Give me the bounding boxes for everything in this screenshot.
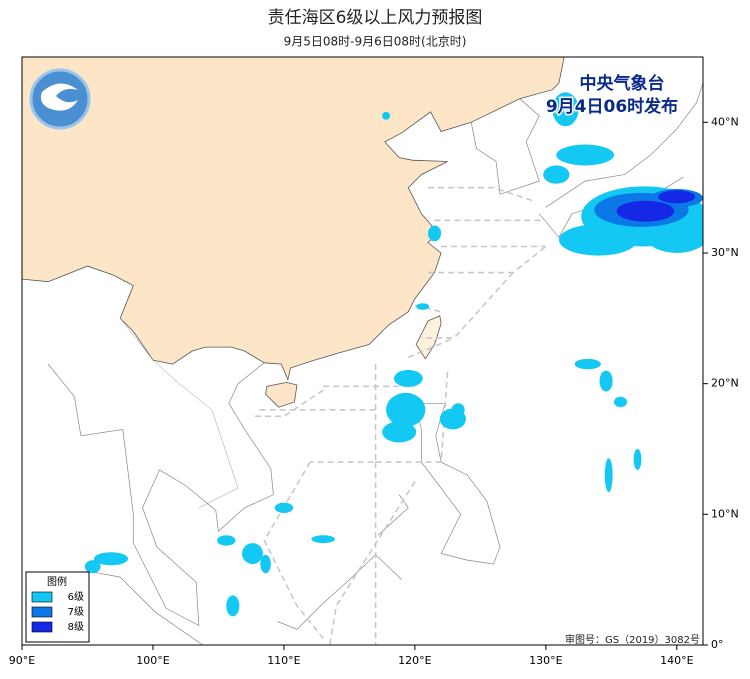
wind-zone: [416, 303, 430, 310]
wind-zone: [217, 535, 236, 546]
coastline: [277, 554, 403, 630]
wind-zone: [552, 92, 579, 127]
coastline: [91, 571, 203, 645]
map-layers: [22, 57, 703, 645]
subtitle: 9月5日08时-9月6日08时(北京时): [284, 35, 467, 49]
coastline: [47, 362, 274, 626]
sea-area-boundary: [310, 364, 377, 463]
legend-title: 图例: [47, 575, 67, 588]
wind-zone: [382, 111, 391, 120]
wind-zone: [613, 396, 628, 408]
legend-label: 6级: [68, 591, 84, 603]
wind-zone: [556, 144, 614, 166]
wind-zone: [658, 190, 696, 204]
sea-area-boundary: [375, 370, 449, 463]
wind-zone: [242, 543, 263, 564]
legend-swatch: [31, 591, 53, 603]
wind-zone: [427, 225, 442, 242]
lat-tick-label: 30°N: [711, 246, 739, 259]
lon-tick-label: 140°E: [660, 654, 693, 667]
wind-zone: [616, 200, 675, 222]
sea-area-boundary: [251, 389, 324, 418]
wind-zone: [574, 358, 601, 370]
lat-tick-label: 10°N: [711, 507, 739, 520]
wind-zone: [311, 535, 336, 544]
legend-label: 7级: [68, 606, 84, 618]
wind-zone: [393, 369, 423, 387]
coastline: [470, 98, 540, 195]
land-china: [22, 57, 565, 382]
lon-tick-label: 110°E: [267, 654, 300, 667]
wind-zone: [226, 595, 240, 617]
coastline: [545, 82, 703, 208]
lat-tick-label: 40°N: [711, 115, 739, 128]
wind-zone: [633, 448, 642, 470]
lon-tick-label: 120°E: [398, 654, 431, 667]
lat-tick-label: 0°: [711, 638, 724, 651]
sea-area-boundary: [407, 337, 455, 359]
legend-swatch: [31, 621, 53, 633]
lon-tick-label: 100°E: [136, 654, 169, 667]
sea-area-boundary: [428, 186, 534, 202]
footer: 审图号：GS（2019）3082号: [565, 633, 700, 646]
land-hainan: [265, 381, 298, 408]
logo: [29, 68, 91, 130]
wind-zone: [543, 165, 570, 184]
wind-zone: [382, 421, 417, 443]
wind-zone: [558, 224, 638, 256]
wind-zone: [274, 502, 294, 514]
sea-area-boundary: [263, 461, 324, 640]
legend: 图例 6级 7级 8级: [25, 571, 90, 643]
border: [120, 318, 239, 509]
lat-tick-label: 20°N: [711, 377, 739, 390]
title: 责任海区6级以上风力预报图: [268, 8, 483, 28]
coastline: [414, 402, 501, 565]
lon-tick-label: 90°E: [9, 654, 35, 667]
wind-zone: [599, 370, 613, 392]
sea-area-boundary: [329, 481, 416, 645]
wind-zone: [386, 392, 426, 427]
wind-zone: [604, 458, 613, 493]
legend-swatch: [31, 606, 53, 618]
lon-tick-label: 130°E: [529, 654, 562, 667]
wind-zone: [451, 403, 465, 417]
map-frame: [21, 56, 704, 646]
legend-label: 8级: [68, 621, 84, 633]
wind-zone: [260, 554, 271, 574]
agency: 中央气象台: [580, 73, 665, 94]
wind-zone: [94, 552, 129, 566]
wind-zone: [84, 560, 101, 574]
issue-time: 9月4日06时发布: [546, 96, 678, 117]
coastline: [377, 494, 409, 536]
